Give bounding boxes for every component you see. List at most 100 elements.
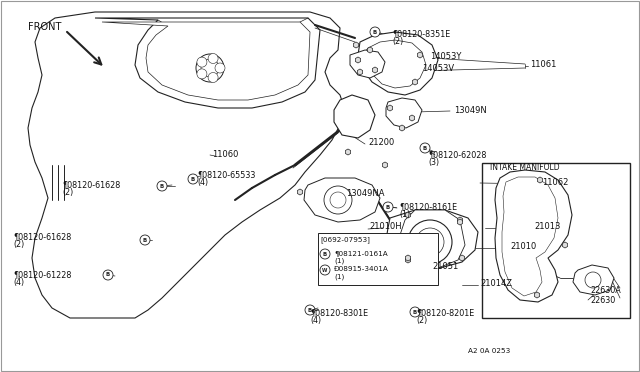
Text: B: B: [191, 176, 195, 182]
Text: ¶08120-65533: ¶08120-65533: [197, 170, 255, 179]
Polygon shape: [534, 292, 540, 298]
Text: ¶08121-0161A: ¶08121-0161A: [334, 250, 388, 256]
Circle shape: [408, 220, 452, 264]
Text: Ð08915-3401A: Ð08915-3401A: [334, 266, 389, 272]
Polygon shape: [405, 257, 411, 263]
Circle shape: [320, 249, 330, 259]
Circle shape: [370, 27, 380, 37]
Polygon shape: [102, 22, 310, 100]
Polygon shape: [304, 178, 380, 222]
Polygon shape: [386, 210, 478, 268]
Circle shape: [416, 228, 444, 256]
Polygon shape: [95, 18, 320, 108]
Polygon shape: [334, 95, 375, 138]
Circle shape: [196, 54, 224, 82]
Text: 22630A: 22630A: [590, 286, 621, 295]
Text: INTAKE MANIFOLD: INTAKE MANIFOLD: [490, 163, 559, 172]
Text: [0692-07953]: [0692-07953]: [320, 236, 370, 243]
Text: 22630: 22630: [590, 296, 615, 305]
Text: 21010H: 21010H: [369, 222, 402, 231]
Text: 21013: 21013: [534, 222, 561, 231]
Text: B: B: [160, 183, 164, 189]
Text: B: B: [373, 29, 377, 35]
Circle shape: [201, 59, 219, 77]
Polygon shape: [563, 242, 568, 248]
Polygon shape: [405, 212, 411, 218]
Text: (1): (1): [399, 210, 410, 219]
Text: 21010: 21010: [510, 242, 536, 251]
Text: ¶08120-8161E: ¶08120-8161E: [399, 202, 457, 211]
Text: ¶08120-61628: ¶08120-61628: [62, 180, 120, 189]
Polygon shape: [357, 69, 363, 75]
Polygon shape: [353, 42, 358, 48]
Polygon shape: [538, 177, 543, 183]
Text: B: B: [386, 205, 390, 209]
Circle shape: [585, 272, 601, 288]
Polygon shape: [28, 12, 345, 318]
Circle shape: [330, 192, 346, 208]
Text: 14053V: 14053V: [422, 64, 454, 73]
Text: 11062: 11062: [542, 178, 568, 187]
Polygon shape: [358, 32, 438, 95]
Text: ¶08120-61628: ¶08120-61628: [13, 232, 71, 241]
FancyBboxPatch shape: [318, 233, 438, 285]
Text: B: B: [143, 237, 147, 243]
Text: FRONT: FRONT: [28, 22, 61, 32]
FancyBboxPatch shape: [482, 163, 630, 318]
Text: 21200: 21200: [368, 138, 394, 147]
Polygon shape: [386, 98, 422, 128]
Text: 13049N: 13049N: [454, 106, 487, 115]
Polygon shape: [417, 52, 422, 58]
Text: B: B: [423, 145, 427, 151]
Circle shape: [140, 235, 150, 245]
Circle shape: [188, 174, 198, 184]
Text: 11061: 11061: [530, 60, 556, 69]
Text: (1): (1): [334, 258, 344, 264]
Polygon shape: [458, 217, 463, 223]
Circle shape: [425, 237, 435, 247]
Polygon shape: [502, 177, 558, 296]
Text: (2): (2): [13, 240, 24, 249]
Polygon shape: [387, 105, 392, 111]
Text: W: W: [323, 267, 328, 273]
Circle shape: [320, 265, 330, 275]
Text: ¶08120-8301E: ¶08120-8301E: [310, 308, 368, 317]
Circle shape: [197, 69, 207, 79]
Text: 14053Y: 14053Y: [430, 52, 461, 61]
Text: (2): (2): [62, 188, 73, 197]
Circle shape: [410, 307, 420, 317]
Polygon shape: [412, 79, 417, 85]
Text: 11060: 11060: [212, 150, 238, 159]
Circle shape: [420, 143, 430, 153]
Polygon shape: [364, 40, 426, 88]
Text: (2): (2): [392, 37, 403, 46]
Text: 21014Z: 21014Z: [480, 279, 512, 288]
Polygon shape: [346, 149, 351, 155]
Circle shape: [157, 181, 167, 191]
Polygon shape: [460, 255, 465, 261]
Text: ¶08120-62028: ¶08120-62028: [428, 150, 486, 159]
Text: (4): (4): [197, 178, 208, 187]
Polygon shape: [298, 189, 303, 195]
Circle shape: [208, 54, 218, 64]
Circle shape: [197, 57, 207, 67]
Circle shape: [324, 186, 352, 214]
Text: 13049NA: 13049NA: [346, 189, 385, 198]
Text: B: B: [413, 310, 417, 314]
Polygon shape: [350, 50, 385, 78]
Polygon shape: [458, 219, 463, 225]
Polygon shape: [400, 210, 465, 268]
Circle shape: [103, 270, 113, 280]
Circle shape: [383, 202, 393, 212]
Text: (3): (3): [428, 158, 439, 167]
Polygon shape: [573, 265, 614, 295]
Text: B: B: [106, 273, 110, 278]
Circle shape: [305, 305, 315, 315]
Polygon shape: [355, 57, 360, 63]
Text: (4): (4): [13, 278, 24, 287]
Text: (2): (2): [416, 316, 428, 325]
Text: ¶08120-8351E: ¶08120-8351E: [392, 29, 451, 38]
Text: (1): (1): [334, 274, 344, 280]
Circle shape: [215, 63, 225, 73]
Text: ¶08120-61228: ¶08120-61228: [13, 270, 72, 279]
